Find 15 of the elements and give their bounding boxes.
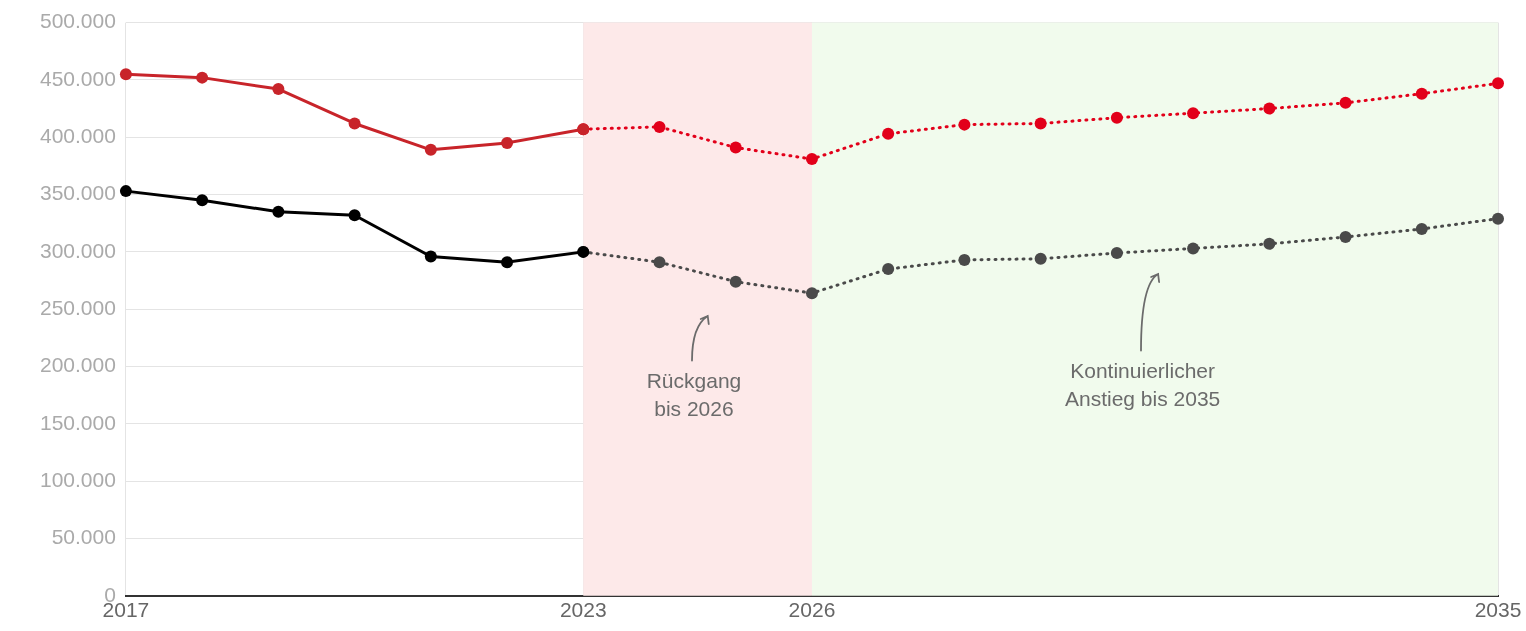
y-tick-label: 150.000	[39, 410, 116, 434]
y-tick-label: 300.000	[39, 238, 116, 262]
x-tick-label: 2023	[559, 598, 607, 622]
y-tick-label: 400.000	[39, 124, 116, 148]
y-tick-label: 100.000	[39, 467, 116, 491]
y-tick-label: 50.000	[51, 525, 116, 549]
y-tick-label: 500.000	[39, 9, 116, 33]
x-tick-label: 2026	[788, 598, 836, 622]
y-tick-label: 350.000	[39, 181, 116, 205]
annotation: Kontinuierlicher Anstieg bis 2035	[1064, 359, 1221, 411]
y-tick-label: 250.000	[39, 296, 116, 319]
annotation: Rückgang bis 2026	[646, 368, 742, 420]
x-tick-label: 2035	[1474, 598, 1522, 622]
y-tick-label: 200.000	[39, 353, 116, 377]
y-tick-label: 450.000	[39, 66, 116, 90]
